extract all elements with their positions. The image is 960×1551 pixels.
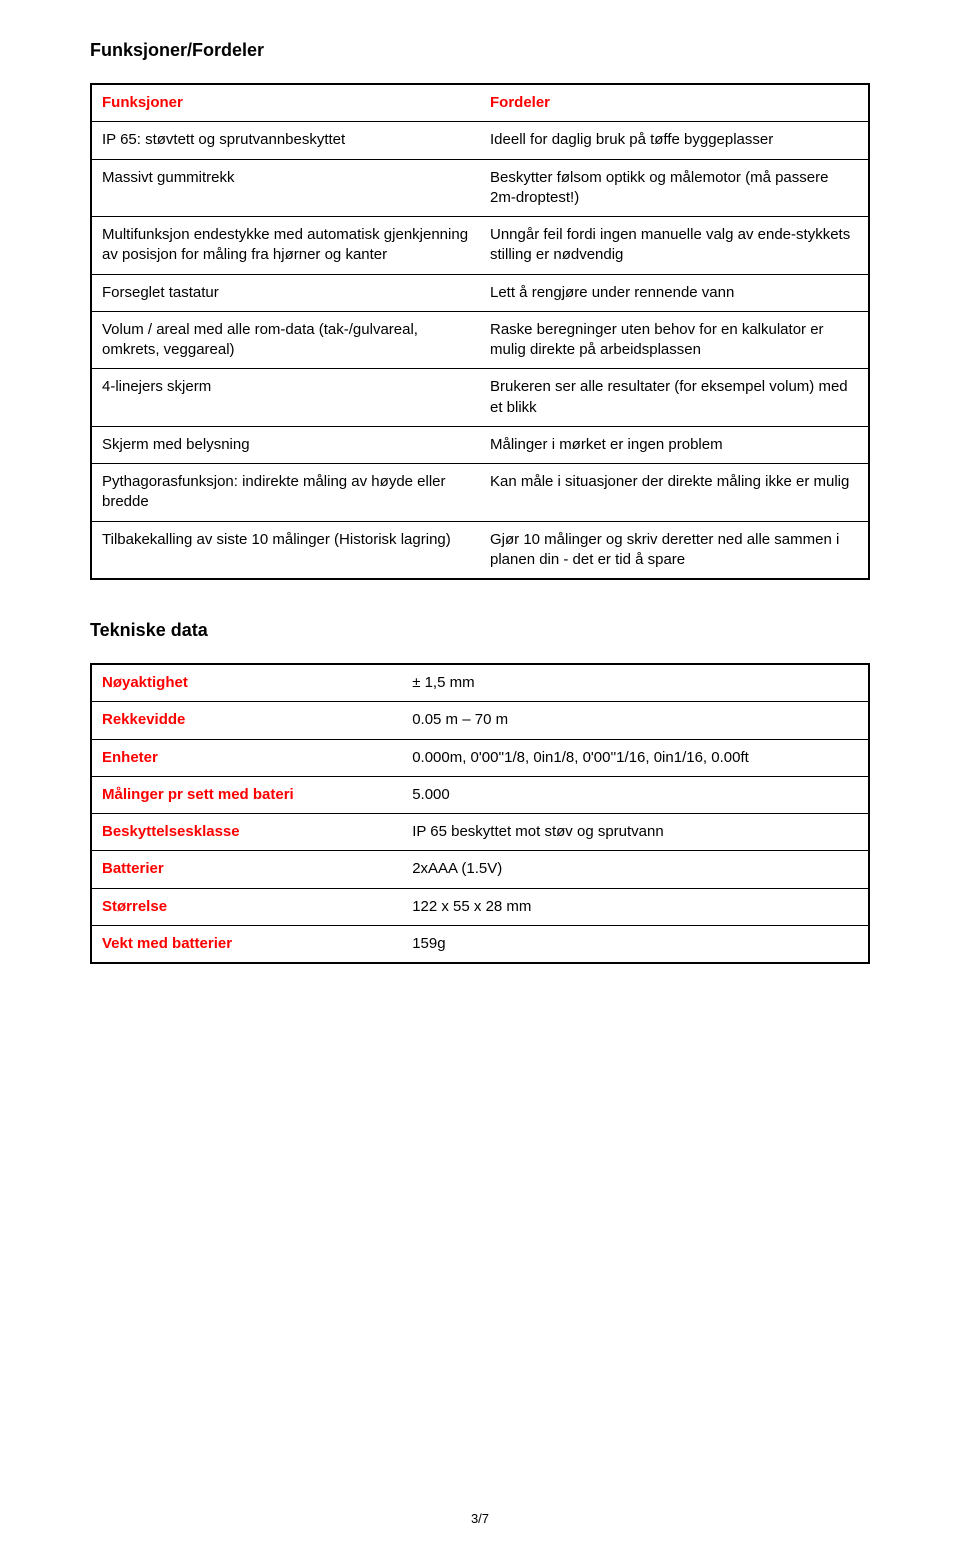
cell-right: Unngår feil fordi ingen manuelle valg av… [480, 217, 869, 275]
cell-right: Målinger i mørket er ingen problem [480, 426, 869, 463]
spec-value: ± 1,5 mm [402, 664, 869, 702]
cell-left: Forseglet tastatur [91, 274, 480, 311]
spec-label: Batterier [91, 851, 402, 888]
table-row: Nøyaktighet ± 1,5 mm [91, 664, 869, 702]
table-row: Volum / areal med alle rom-data (tak-/gu… [91, 311, 869, 369]
cell-right: Kan måle i situasjoner der direkte målin… [480, 464, 869, 522]
cell-left: Pythagorasfunksjon: indirekte måling av … [91, 464, 480, 522]
spec-label: Beskyttelsesklasse [91, 814, 402, 851]
cell-left: Volum / areal med alle rom-data (tak-/gu… [91, 311, 480, 369]
table-row: IP 65: støvtett og sprutvannbeskyttet Id… [91, 122, 869, 159]
cell-left: Massivt gummitrekk [91, 159, 480, 217]
page-number: 3/7 [0, 1511, 960, 1526]
header-fordeler: Fordeler [480, 84, 869, 122]
cell-right: Brukeren ser alle resultater (for eksemp… [480, 369, 869, 427]
spec-label: Rekkevidde [91, 702, 402, 739]
section1-title: Funksjoner/Fordeler [90, 40, 870, 61]
cell-left: Skjerm med belysning [91, 426, 480, 463]
spec-value: 0.000m, 0'00''1/8, 0in1/8, 0'00''1/16, 0… [402, 739, 869, 776]
cell-right: Ideell for daglig bruk på tøffe byggepla… [480, 122, 869, 159]
table-row: Størrelse 122 x 55 x 28 mm [91, 888, 869, 925]
section2-title: Tekniske data [90, 620, 870, 641]
cell-right: Raske beregninger uten behov for en kalk… [480, 311, 869, 369]
specs-table: Nøyaktighet ± 1,5 mm Rekkevidde 0.05 m –… [90, 663, 870, 964]
cell-left: IP 65: støvtett og sprutvannbeskyttet [91, 122, 480, 159]
table-row: Vekt med batterier 159g [91, 925, 869, 963]
page: Funksjoner/Fordeler Funksjoner Fordeler … [0, 0, 960, 1551]
table-row: Skjerm med belysning Målinger i mørket e… [91, 426, 869, 463]
header-funksjoner: Funksjoner [91, 84, 480, 122]
table-row: Forseglet tastatur Lett å rengjøre under… [91, 274, 869, 311]
cell-left: Multifunksjon endestykke med automatisk … [91, 217, 480, 275]
spec-value: 122 x 55 x 28 mm [402, 888, 869, 925]
spec-label: Vekt med batterier [91, 925, 402, 963]
features-table: Funksjoner Fordeler IP 65: støvtett og s… [90, 83, 870, 580]
table-row: Multifunksjon endestykke med automatisk … [91, 217, 869, 275]
spec-label: Enheter [91, 739, 402, 776]
table-header-row: Funksjoner Fordeler [91, 84, 869, 122]
cell-right: Gjør 10 målinger og skriv deretter ned a… [480, 521, 869, 579]
spec-value: 5.000 [402, 776, 869, 813]
table-row: 4-linejers skjerm Brukeren ser alle resu… [91, 369, 869, 427]
cell-left: Tilbakekalling av siste 10 målinger (His… [91, 521, 480, 579]
table-row: Beskyttelsesklasse IP 65 beskyttet mot s… [91, 814, 869, 851]
spec-label: Nøyaktighet [91, 664, 402, 702]
table-row: Batterier 2xAAA (1.5V) [91, 851, 869, 888]
table-row: Pythagorasfunksjon: indirekte måling av … [91, 464, 869, 522]
spec-label: Målinger pr sett med bateri [91, 776, 402, 813]
cell-left: 4-linejers skjerm [91, 369, 480, 427]
cell-right: Beskytter følsom optikk og målemotor (må… [480, 159, 869, 217]
spec-value: 159g [402, 925, 869, 963]
table-row: Rekkevidde 0.05 m – 70 m [91, 702, 869, 739]
table-row: Tilbakekalling av siste 10 målinger (His… [91, 521, 869, 579]
table-row: Massivt gummitrekk Beskytter følsom opti… [91, 159, 869, 217]
table-row: Enheter 0.000m, 0'00''1/8, 0in1/8, 0'00'… [91, 739, 869, 776]
cell-right: Lett å rengjøre under rennende vann [480, 274, 869, 311]
table-row: Målinger pr sett med bateri 5.000 [91, 776, 869, 813]
spec-value: 0.05 m – 70 m [402, 702, 869, 739]
spec-value: IP 65 beskyttet mot støv og sprutvann [402, 814, 869, 851]
spec-label: Størrelse [91, 888, 402, 925]
spec-value: 2xAAA (1.5V) [402, 851, 869, 888]
